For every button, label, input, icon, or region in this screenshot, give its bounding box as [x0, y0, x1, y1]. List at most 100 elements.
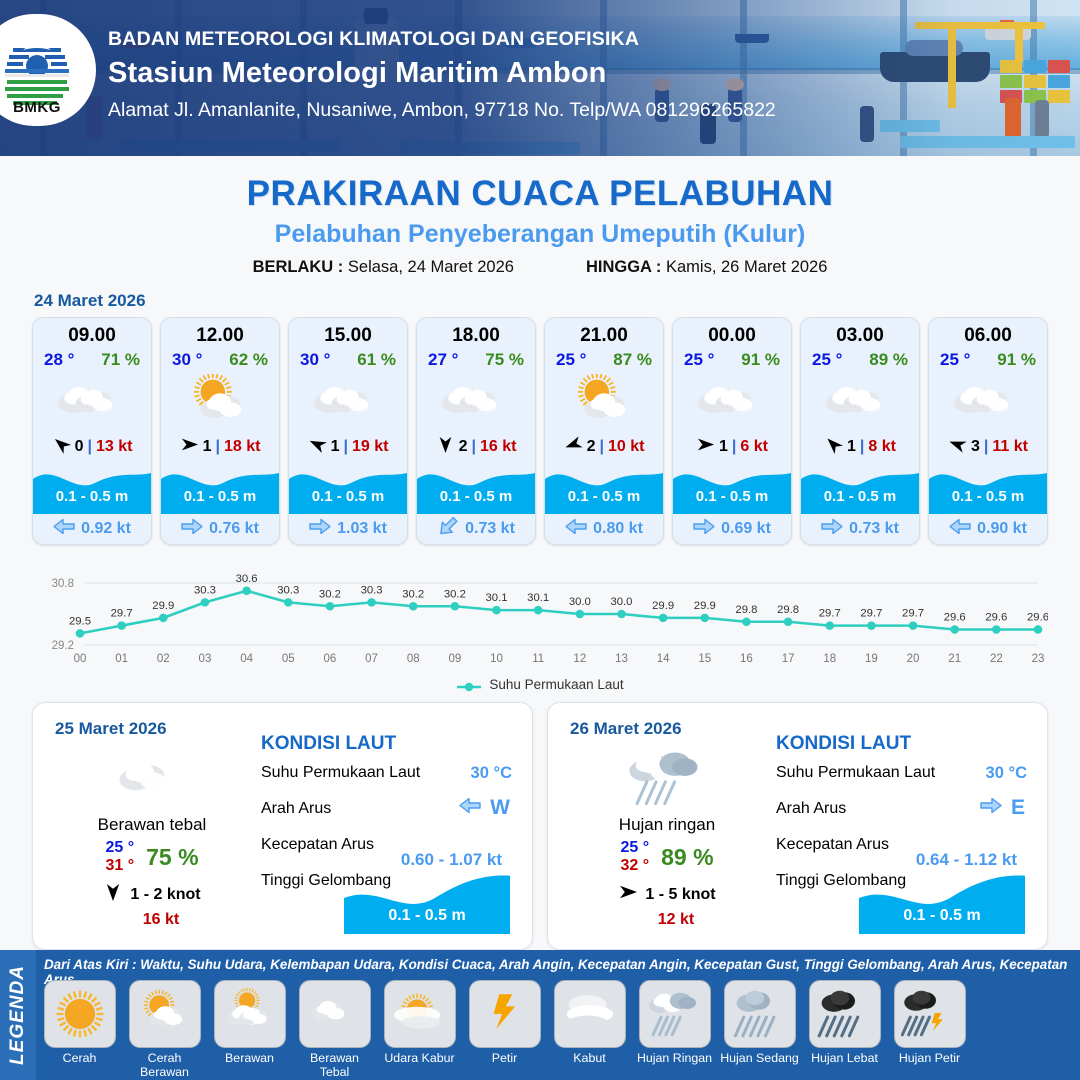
legend-footer: LEGENDA Dari Atas Kiri : Waktu, Suhu Uda…	[0, 950, 1080, 1080]
card-time: 03.00	[836, 325, 884, 346]
svg-text:00: 00	[74, 653, 87, 665]
card-temperature: 27 °	[428, 350, 459, 369]
card-time: 00.00	[708, 325, 756, 346]
card-wave-height: 0.1 - 0.5 m	[567, 488, 641, 505]
current-speed-label: Kecepatan Arus	[261, 836, 374, 853]
card-wind-speed: 16 kt	[479, 438, 517, 455]
legend-item: Berawan	[210, 980, 289, 1080]
card-wind-row: 2 | 10 kt	[545, 432, 663, 462]
svg-text:29.9: 29.9	[694, 600, 716, 612]
sst-value: 30 °C	[470, 764, 512, 782]
sst-value: 30 °C	[985, 764, 1027, 782]
svg-text:30.2: 30.2	[402, 588, 424, 600]
svg-text:30.6: 30.6	[236, 573, 258, 585]
legend-item-label: Udara Kabur	[384, 1051, 455, 1065]
card-wave-height: 0.1 - 0.5 m	[183, 488, 257, 505]
legend-sidebar-title: LEGENDA	[7, 965, 28, 1065]
card-weather-icon	[801, 370, 919, 432]
hourly-card: 21.00 25 ° 87 % 2 | 10 kt 0.1 - 0.5 m 0.…	[544, 317, 664, 545]
card-weather-icon	[161, 370, 279, 432]
svg-text:29.6: 29.6	[985, 612, 1007, 624]
svg-text:30.2: 30.2	[319, 588, 341, 600]
card-wave-height: 0.1 - 0.5 m	[823, 488, 897, 505]
chart-legend-label: Suhu Permukaan Laut	[489, 677, 624, 692]
card-wind-dir-number: 0	[74, 438, 84, 455]
page-title: PRAKIRAAN CUACA PELABUHAN	[246, 174, 834, 213]
svg-text:23: 23	[1032, 653, 1045, 665]
bmkg-logo: BMKG	[0, 14, 96, 126]
card-wind-row: 3 | 11 kt	[929, 432, 1047, 462]
svg-text:30.8: 30.8	[52, 578, 74, 590]
card-wave: 0.1 - 0.5 m	[801, 462, 919, 514]
card-time: 06.00	[964, 325, 1012, 346]
card-humidity: 87 %	[613, 350, 652, 369]
bmkg-logo-text: BMKG	[13, 99, 61, 116]
card-temperature: 25 °	[556, 350, 587, 369]
card-current-row: 1.03 kt	[289, 514, 407, 544]
hourly-forecast-cards: 09.00 28 ° 71 % 0 | 13 kt 0.1 - 0.5 m	[32, 317, 1048, 545]
daily-condition: Berawan tebal	[97, 815, 207, 834]
card-wave: 0.1 - 0.5 m	[289, 462, 407, 514]
card-current-speed: 0.80 kt	[593, 520, 643, 537]
current-speed-label: Kecepatan Arus	[776, 836, 889, 853]
card-wind-speed: 6 kt	[740, 438, 768, 455]
svg-text:29.9: 29.9	[652, 600, 674, 612]
svg-text:29.6: 29.6	[944, 612, 966, 624]
legend-icon-petir-icon	[468, 980, 541, 1048]
card-current-speed: 0.76 kt	[209, 520, 259, 537]
svg-text:22: 22	[990, 653, 1003, 665]
card-weather-icon	[545, 370, 663, 432]
valid-from-value: Selasa, 24 Maret 2026	[347, 258, 514, 276]
card-wind-speed: 18 kt	[223, 438, 261, 455]
card-current-row: 0.80 kt	[545, 514, 663, 544]
card-humidity: 71 %	[101, 350, 140, 369]
daily-date: 25 Maret 2026	[55, 719, 167, 738]
svg-text:29.7: 29.7	[860, 608, 882, 620]
legend-item: Cerah	[40, 980, 119, 1080]
legend-item: Hujan Ringan	[635, 980, 714, 1080]
legend-icon-cerah-icon	[43, 980, 116, 1048]
valid-to-value: Kamis, 26 Maret 2026	[666, 258, 828, 276]
card-temperature: 30 °	[300, 350, 331, 369]
card-current-row: 0.76 kt	[161, 514, 279, 544]
legend-item-label: Petir	[491, 1051, 518, 1065]
card-humidity: 75 %	[485, 350, 524, 369]
valid-to-label: HINGGA :	[585, 258, 662, 276]
svg-text:06: 06	[324, 653, 337, 665]
daily-humidity: 89 %	[661, 843, 714, 870]
wave-height-value: 0.1 - 0.5 m	[903, 907, 981, 924]
daily-condition: Hujan ringan	[618, 815, 716, 834]
valid-from: BERLAKU : Selasa, 24 Maret 2026	[253, 258, 514, 277]
svg-text:30.3: 30.3	[194, 584, 216, 596]
card-wave: 0.1 - 0.5 m	[33, 462, 151, 514]
svg-text:30.0: 30.0	[610, 596, 632, 608]
legend-item-label: Cerah Berawan	[140, 1051, 189, 1079]
card-current-speed: 0.73 kt	[465, 520, 515, 537]
wave-height-value: 0.1 - 0.5 m	[388, 907, 466, 924]
hourly-card: 06.00 25 ° 91 % 3 | 11 kt 0.1 - 0.5 m	[928, 317, 1048, 545]
legend-items: Cerah Cerah Berawan Berawan Berawan Teba…	[40, 980, 1080, 1080]
card-current-speed: 0.92 kt	[81, 520, 131, 537]
card-temperature: 28 °	[44, 350, 75, 369]
card-humidity: 91 %	[997, 350, 1036, 369]
legend-icon-cerah-berawan-icon	[128, 980, 201, 1048]
svg-text:29.7: 29.7	[819, 608, 841, 620]
svg-text:17: 17	[782, 653, 795, 665]
card-weather-icon	[417, 370, 535, 432]
legend-item-label: Hujan Ringan	[636, 1051, 713, 1065]
card-wind-dir-number: 1	[330, 438, 340, 455]
chart-legend: Suhu Permukaan Laut	[0, 677, 1080, 692]
chart-legend-marker	[456, 680, 482, 691]
card-wave: 0.1 - 0.5 m	[545, 462, 663, 514]
card-wave-height: 0.1 - 0.5 m	[55, 488, 129, 505]
card-wave-height: 0.1 - 0.5 m	[439, 488, 513, 505]
hourly-card: 00.00 25 ° 91 % 1 | 6 kt 0.1 - 0.5 m	[672, 317, 792, 545]
card-wind-dir-number: 3	[971, 438, 980, 455]
legend-item: Hujan Petir	[890, 980, 969, 1080]
card-time: 12.00	[196, 325, 244, 346]
current-speed-value: 0.64 - 1.12 kt	[915, 850, 1017, 869]
card-weather-icon	[673, 370, 791, 432]
card-wind-dir-number: 1	[847, 438, 856, 455]
wind-direction-arrow-icon	[52, 435, 71, 459]
wind-direction-arrow-icon	[618, 882, 638, 907]
